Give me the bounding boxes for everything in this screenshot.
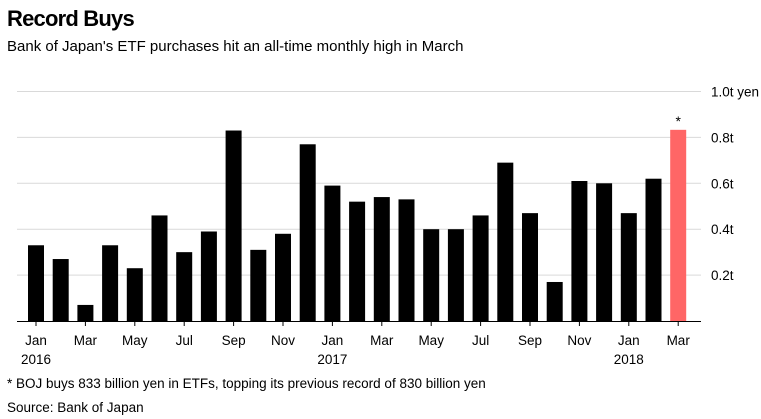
bar (571, 181, 588, 321)
chart-title: Record Buys (7, 6, 135, 31)
bar (596, 183, 613, 321)
y-axis-labels: 0.2t 0.4t 0.6t 0.8t 1.0t yen (711, 85, 759, 284)
y-tick-label: 0.6t (711, 176, 734, 191)
bar (126, 268, 143, 321)
y-tick-label: 0.2t (711, 268, 734, 283)
bar (423, 229, 440, 321)
x-tick-label: Jan (25, 333, 47, 348)
x-tick-label: Mar (74, 333, 98, 348)
x-tick-label: Sep (518, 333, 542, 348)
bar (77, 304, 94, 321)
x-year-label: 2017 (317, 352, 347, 367)
chart-subtitle: Bank of Japan's ETF purchases hit an all… (7, 38, 464, 55)
bar (373, 197, 390, 321)
source-note: Source: Bank of Japan (7, 400, 144, 415)
bar (151, 215, 168, 321)
bar (299, 144, 316, 321)
x-tick-label: May (418, 333, 444, 348)
x-tick-label: Mar (370, 333, 394, 348)
bar (398, 199, 415, 321)
bar (522, 213, 538, 321)
x-tick-label: Jan (618, 333, 640, 348)
bar (176, 252, 193, 321)
bar-highlight (670, 129, 687, 321)
x-tick-label: Nov (271, 333, 295, 348)
bar (472, 215, 489, 321)
bar (645, 178, 662, 321)
x-year-label: 2018 (614, 352, 644, 367)
bar (349, 201, 366, 321)
bar (250, 249, 267, 321)
bar (546, 281, 563, 321)
y-tick-label: 0.4t (711, 222, 734, 237)
x-tick-label: May (122, 333, 148, 348)
bar (275, 233, 291, 321)
x-year-label: 2016 (21, 352, 51, 367)
x-axis-labels: Jan 2016 Mar May Jul Sep Nov Jan 2017 Mar May Jul Se… (21, 321, 690, 367)
bar (52, 259, 69, 321)
y-tick-label: 0.8t (711, 130, 734, 145)
bar (225, 130, 242, 321)
bar (200, 231, 217, 321)
footnote: * BOJ buys 833 billion yen in ETFs, topp… (7, 376, 486, 391)
bar (447, 229, 464, 321)
bar (324, 185, 341, 321)
y-tick-label: 1.0t yen (711, 85, 759, 100)
bar (102, 245, 119, 321)
x-tick-label: Jan (322, 333, 344, 348)
bar-annotation: * (675, 113, 681, 129)
bar (497, 162, 514, 321)
x-tick-label: Sep (222, 333, 246, 348)
x-tick-label: Nov (567, 333, 591, 348)
bar (28, 245, 44, 321)
x-tick-label: Mar (667, 333, 691, 348)
x-tick-label: Jul (176, 333, 193, 348)
x-tick-label: Jul (472, 333, 489, 348)
bar (620, 213, 637, 321)
bars: * (17, 113, 701, 322)
